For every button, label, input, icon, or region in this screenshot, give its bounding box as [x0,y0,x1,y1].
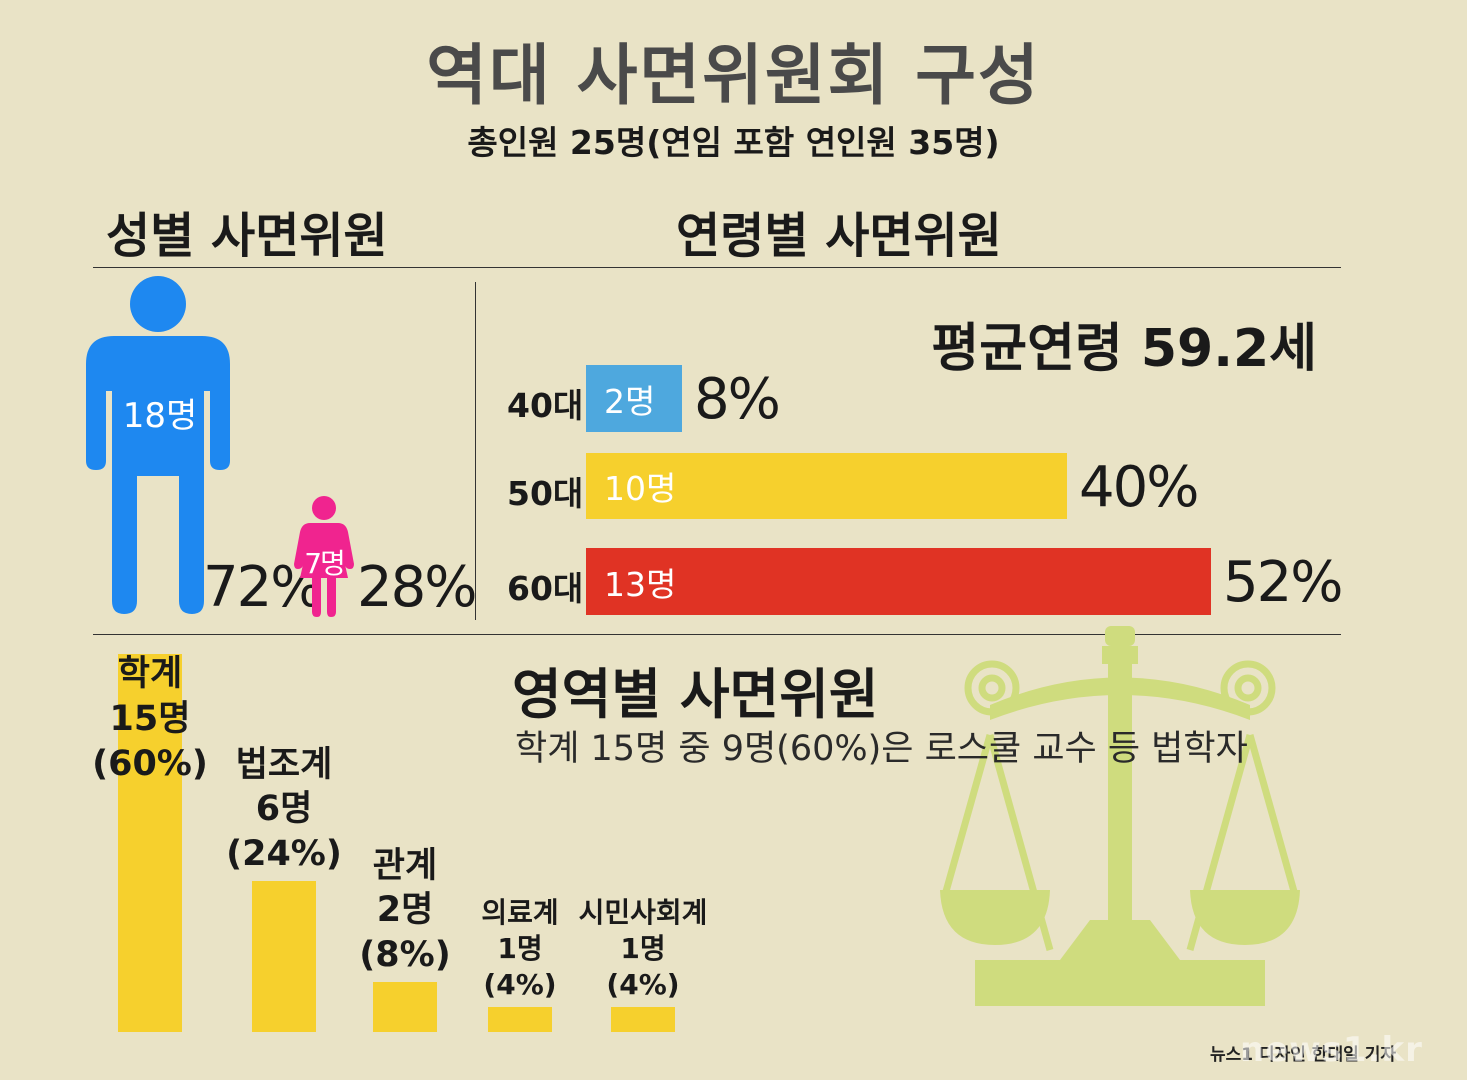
age-category-label: 60대 [507,569,584,608]
field-percent-label: (24%) [226,834,342,875]
field-note: 학계 15명 중 9명(60%)은 로스쿨 교수 등 법학자 [515,729,1248,769]
age-heading: 연령별 사면위원 [676,208,1002,264]
field-label: 관계 2명 (8%) [325,844,485,978]
field-count-label: 6명 [255,789,313,830]
field-category-label: 관계 [372,845,438,886]
field-label: 의료계 1명 (4%) [440,895,600,1002]
field-heading: 영역별 사면위원 [512,663,879,726]
field-bar [488,1007,552,1032]
age-percent-label: 40% [1079,455,1199,520]
average-age: 평균연령 59.2세 [931,319,1317,379]
credit-text: 뉴스1 디자인 한대일 기자 [1210,1045,1396,1065]
male-count: 18명 [122,396,198,436]
field-category-label: 시민사회계 [578,896,708,930]
field-label: 시민사회계 1명 (4%) [563,895,723,1002]
field-percent-label: (4%) [483,968,557,1002]
age-bar-value: 10명 [604,469,677,508]
field-bar [252,881,316,1032]
age-bar: 2명 [586,365,682,432]
age-bar-value: 2명 [604,381,656,421]
field-count-label: 1명 [497,932,543,966]
age-bar: 13명 [586,548,1211,615]
field-bar [118,654,182,1032]
field-count-label: 15명 [109,698,191,739]
watermark: news1.kr [1240,1030,1423,1070]
age-bar-value: 13명 [604,564,677,604]
gender-heading: 성별 사면위원 [106,208,388,264]
field-percent-label: (60%) [92,743,208,784]
female-figure-icon [294,496,354,617]
page-subtitle: 총인원 25명(연임 포함 연인원 35명) [467,123,1000,162]
field-label: 학계 15명 (60%) [70,652,230,786]
field-label: 법조계 6명 (24%) [204,743,364,877]
bottom-divider [93,634,1341,635]
field-category-label: 법조계 [235,744,333,785]
age-category-label: 50대 [507,474,584,513]
age-percent-label: 8% [694,367,781,432]
field-percent-label: (4%) [606,968,680,1002]
field-bar [373,982,437,1032]
female-percent: 28% [357,555,477,620]
page-title: 역대 사면위원회 구성 [426,37,1041,114]
middle-divider [475,282,476,620]
field-category-label: 학계 [117,654,183,694]
age-bar: 10명 [586,453,1067,519]
age-percent-label: 52% [1223,550,1343,615]
top-divider [93,267,1341,268]
field-count-label: 2명 [376,890,434,931]
male-figure-icon [86,276,230,614]
field-count-label: 1명 [620,932,666,966]
scales-of-justice-icon [940,626,1300,1006]
age-category-label: 40대 [507,386,584,425]
female-count: 7명 [304,547,346,580]
field-bar [611,1007,675,1032]
field-category-label: 의료계 [481,896,559,930]
field-percent-label: (8%) [359,935,451,976]
